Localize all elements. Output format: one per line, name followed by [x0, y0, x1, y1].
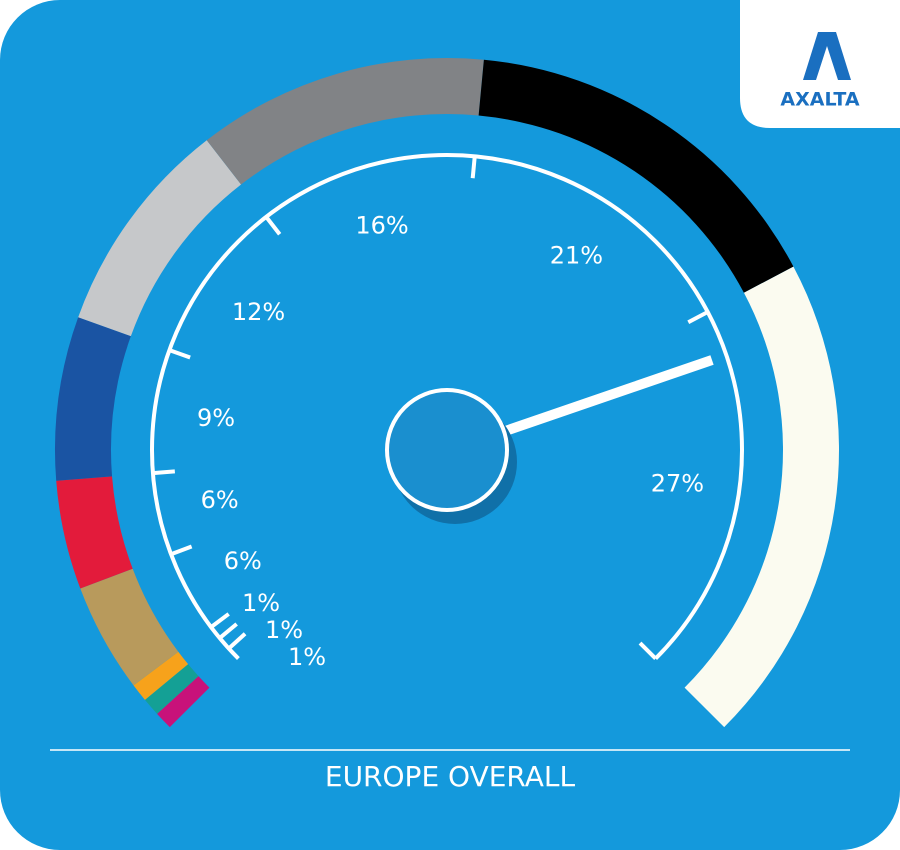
gauge-segment [157, 676, 210, 728]
chart-title: EUROPE OVERALL [325, 760, 576, 793]
logo-text: AXALTA [780, 89, 860, 111]
dial-tick [209, 612, 230, 629]
gauge-segment [684, 266, 840, 728]
dial-tick [264, 215, 282, 236]
gauge-segment [80, 568, 179, 686]
gauge-segment [144, 664, 199, 714]
value-label: 1% [265, 616, 303, 644]
dial-tick [218, 622, 238, 640]
logo-mark [803, 32, 851, 80]
value-label: 12% [232, 298, 285, 326]
dial-tick [227, 632, 247, 651]
value-label: 1% [242, 589, 280, 617]
value-label: 21% [550, 241, 603, 269]
gauge-segment [54, 317, 131, 481]
gauge-segment [206, 58, 484, 185]
value-label: 1% [288, 643, 326, 671]
dial-tick [687, 310, 709, 325]
gauge-segment [478, 59, 794, 293]
value-label: 27% [651, 470, 704, 498]
value-label: 16% [355, 211, 408, 239]
hub [385, 388, 509, 512]
gauge-segment [133, 651, 189, 700]
dial-tick [638, 641, 658, 661]
gauge-segment [78, 140, 242, 337]
gauge-segment [56, 476, 133, 589]
dial-arc [150, 152, 744, 661]
gauge: 1%1%1%6%6%9%12%16%21%27% [54, 58, 840, 728]
dial-tick [152, 469, 175, 476]
dial-tick [470, 156, 477, 179]
dial-tick [170, 544, 193, 557]
value-label: 9% [197, 404, 235, 432]
value-label: 6% [224, 547, 262, 575]
dial-tick [168, 348, 191, 360]
value-label: 6% [201, 486, 239, 514]
